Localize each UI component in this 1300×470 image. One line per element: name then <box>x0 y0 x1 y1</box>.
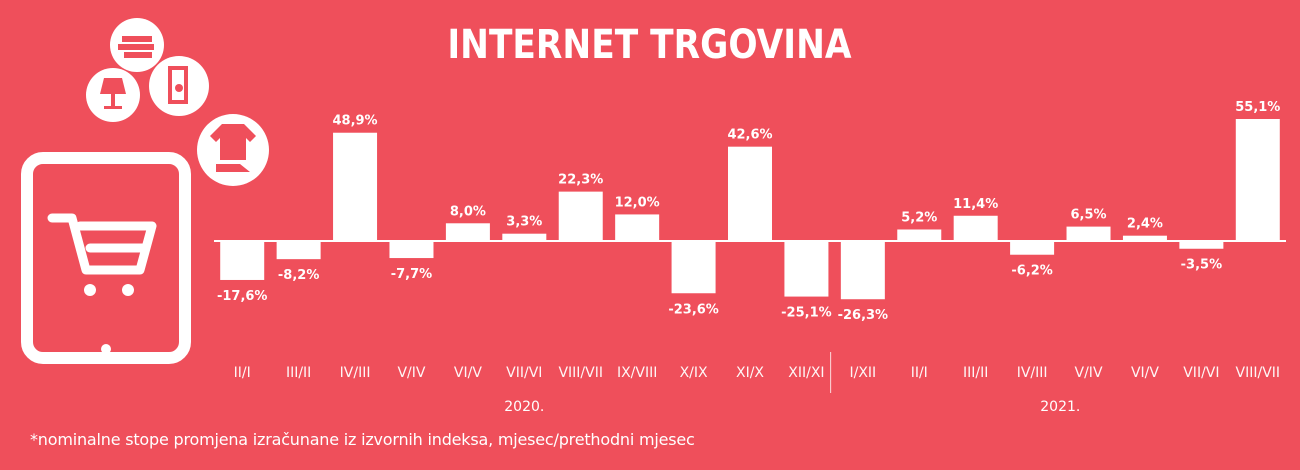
shopping-cart-icon <box>47 213 157 296</box>
clothing-icon <box>197 114 269 186</box>
bar <box>953 215 998 241</box>
footnote: *nominalne stope promjena izračunane iz … <box>30 430 695 449</box>
x-tick-label: VIII/VII <box>1236 365 1281 381</box>
year-label: 2020. <box>504 399 544 415</box>
x-tick-label: VII/VI <box>1183 365 1219 381</box>
tablet-icon <box>21 152 191 364</box>
x-tick-label: II/I <box>234 365 251 381</box>
x-tick-label: VI/V <box>1131 365 1159 381</box>
bar <box>389 241 434 259</box>
bar <box>445 223 490 241</box>
bar <box>1179 241 1224 249</box>
data-label: 6,5% <box>1070 208 1106 223</box>
bar <box>1066 226 1111 241</box>
bar <box>1122 235 1167 241</box>
x-tick-label: V/IV <box>1075 365 1103 381</box>
bar <box>1010 241 1055 255</box>
bar <box>728 146 772 241</box>
x-tick-label: I/XII <box>849 365 876 381</box>
books-icon <box>110 18 164 72</box>
bar <box>333 132 378 241</box>
bar <box>784 241 829 297</box>
x-tick-label: VIII/VII <box>558 365 603 381</box>
data-label: -26,3% <box>838 308 889 323</box>
data-label: 8,0% <box>450 204 486 219</box>
x-tick-label: III/II <box>286 365 311 381</box>
data-label: -7,7% <box>391 267 432 282</box>
x-tick-label: V/IV <box>397 365 425 381</box>
data-label: 55,1% <box>1235 100 1280 115</box>
year-label: 2021. <box>1040 399 1080 415</box>
data-label: 5,2% <box>901 210 937 225</box>
bar <box>615 214 660 241</box>
data-label: -17,6% <box>217 289 268 304</box>
bar <box>276 241 321 260</box>
fridge-icon <box>149 56 209 116</box>
data-label: 12,0% <box>615 195 660 210</box>
x-tick-label: X/IX <box>680 365 708 381</box>
data-label: 22,3% <box>558 173 603 188</box>
data-label: -8,2% <box>278 268 319 283</box>
bar <box>558 191 603 241</box>
bar <box>671 241 716 294</box>
x-tick-label: III/II <box>963 365 988 381</box>
data-label: 42,6% <box>727 128 772 143</box>
x-tick-label: XI/X <box>736 365 764 381</box>
data-label: -6,2% <box>1011 264 1052 279</box>
lamp-icon <box>86 68 140 122</box>
x-tick-label: XII/XI <box>788 365 824 381</box>
bar <box>220 241 265 280</box>
data-label: 11,4% <box>953 197 998 212</box>
bar <box>1235 119 1280 241</box>
x-tick-label: IV/III <box>340 365 371 381</box>
bar <box>502 233 547 241</box>
bar <box>840 241 885 300</box>
data-label: 48,9% <box>332 114 377 129</box>
x-tick-label: VI/V <box>454 365 482 381</box>
x-tick-label: IV/III <box>1017 365 1048 381</box>
data-label: -3,5% <box>1181 258 1222 273</box>
decorative-icons <box>21 18 269 364</box>
x-tick-label: II/I <box>911 365 928 381</box>
chart-title: INTERNET TRGOVINA <box>447 22 852 68</box>
x-tick-label: VII/VI <box>506 365 542 381</box>
data-label: -23,6% <box>668 302 719 317</box>
data-label: 2,4% <box>1127 217 1163 232</box>
bar <box>897 229 942 241</box>
x-tick-label: IX/VIII <box>617 365 657 381</box>
data-label: -25,1% <box>781 306 832 321</box>
data-label: 3,3% <box>506 215 542 230</box>
